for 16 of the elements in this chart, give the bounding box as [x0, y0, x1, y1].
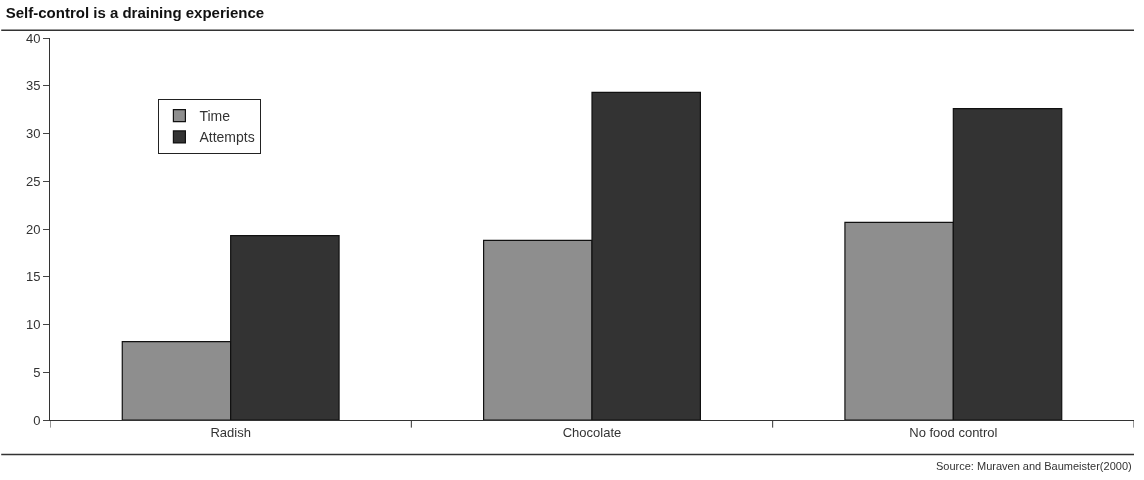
y-tick-label: 5: [33, 364, 41, 380]
x-tick-label: No food control: [909, 424, 998, 440]
x-tick-label: Radish: [210, 424, 251, 440]
y-tick-label: 35: [25, 78, 41, 94]
y-tick-label: 15: [25, 269, 41, 285]
chart-title: Self-control is a draining experience: [5, 3, 265, 21]
legend-label: Time: [199, 108, 231, 125]
y-tick-label: 0: [33, 412, 41, 428]
y-tick-label: 20: [25, 221, 41, 237]
y-tick-label: 30: [25, 126, 41, 142]
y-tick-label: 25: [25, 173, 41, 189]
y-tick-label: 10: [25, 317, 41, 333]
source-note: Source: Muraven and Baumeister(2000): [936, 460, 1132, 472]
x-tick-label: Chocolate: [562, 424, 622, 440]
y-tick-label: 40: [25, 30, 41, 46]
legend-label: Attempts: [199, 129, 255, 146]
